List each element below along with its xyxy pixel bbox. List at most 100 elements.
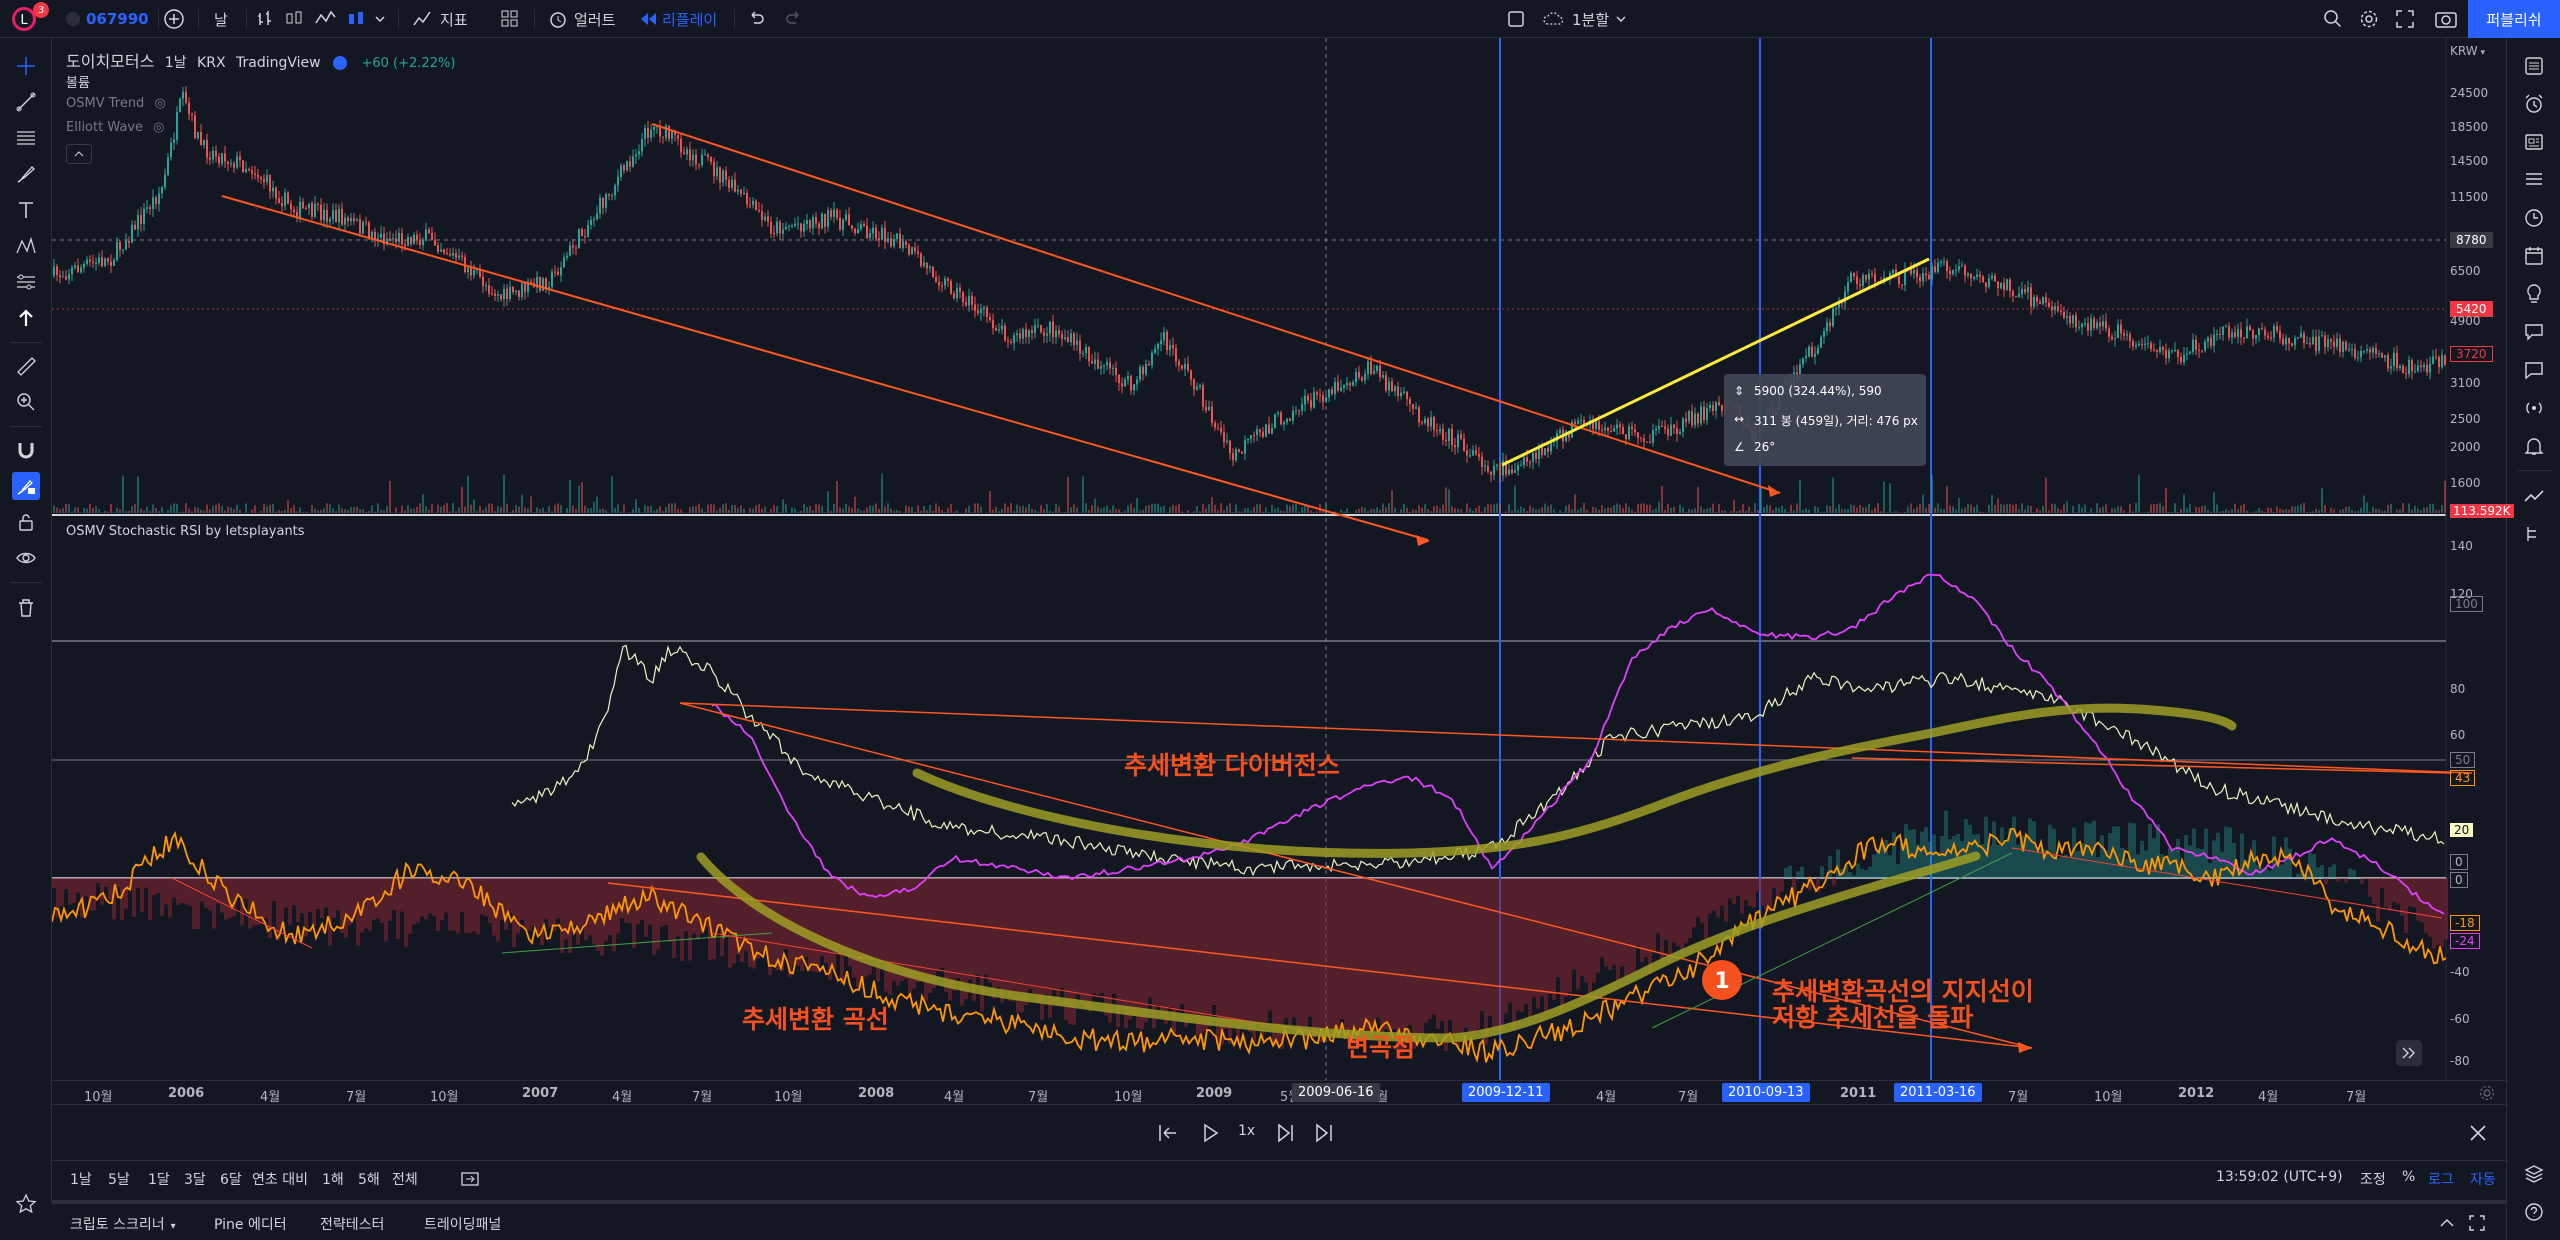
zoom-tool[interactable] [12,388,40,416]
forecast-tool[interactable] [12,268,40,296]
templates-icon[interactable] [500,0,520,38]
add-symbol-button[interactable] [162,0,186,38]
ruler-tool[interactable] [12,352,40,380]
range-button[interactable]: 6달 [220,1172,242,1188]
range-button[interactable]: 3달 [184,1172,206,1188]
publish-button[interactable]: 퍼블리쉬 [2468,0,2560,38]
time-tick-label: 2011 [1840,1086,1877,1101]
select-bar-button[interactable] [1156,1121,1180,1149]
clock-time[interactable]: 13:59:02 (UTC+9) [2216,1169,2343,1185]
heikin-style-icon[interactable] [346,0,368,38]
collapse-legend-button[interactable] [66,144,92,164]
time-axis[interactable]: 10월 2006 4월 7월 10월 2007 4월 7월 10월 2008 4월 7월 10월 2009… [52,1080,2506,1106]
trendline-tool[interactable] [12,88,40,116]
range-bar: 1날 5날 1달 3달 6달 연초 대비 1해 5해 전체 13:59:02 (UTC+9) 조… [52,1160,2506,1196]
indicator-legend-2[interactable]: Elliott Wave ◎ [66,120,165,135]
crosshair-tool[interactable] [12,52,40,80]
chevron-down-icon[interactable] [374,0,386,38]
fib-tool[interactable] [12,124,40,152]
search-button[interactable] [2322,0,2344,38]
line-style-icon[interactable] [314,0,336,38]
replay-button[interactable]: 리플레이 [638,0,717,38]
eye-hidden-icon[interactable]: ◎ [153,120,165,135]
volume-legend[interactable]: 볼륨 [66,76,90,91]
arrow-tool[interactable] [12,304,40,332]
text-tool[interactable] [12,196,40,224]
user-avatar[interactable]: L [10,0,38,38]
hotlist-button[interactable] [2520,166,2548,194]
tab-pine-editor[interactable]: Pine 에디터 [214,1217,287,1233]
screenshot-button[interactable] [2434,0,2458,38]
tab-strategy-tester[interactable]: 전략테스터 [320,1217,385,1233]
symbol-search[interactable]: 067990 [66,0,149,38]
replay-dot-icon[interactable] [333,56,348,70]
currency-selector[interactable]: KRW ▾ [2450,44,2485,58]
interval-button[interactable]: 날 [214,10,228,29]
range-button[interactable]: 전체 [392,1172,418,1188]
fullscreen-toggle[interactable] [1506,0,1526,38]
layout-button[interactable]: 1분할 [1542,0,1627,38]
signals-button[interactable] [2520,394,2548,422]
range-button[interactable]: 1날 [70,1172,92,1188]
layers-button[interactable] [2520,1160,2548,1188]
notifications-button[interactable] [2520,432,2548,460]
pattern-tool[interactable] [12,232,40,260]
data-window-button[interactable] [2520,204,2548,232]
object-tree-button[interactable] [2520,520,2548,548]
candle-style-icon[interactable] [284,0,304,38]
indicators-button[interactable]: 지표 [412,0,468,38]
alerts-button[interactable] [2520,90,2548,118]
range-button[interactable]: 연초 대비 [252,1172,308,1188]
chart-area[interactable]: 1 도이치모터스 1날 KRX TradingView +60 (+2.22%)… [52,38,2514,1120]
range-button[interactable]: 5날 [108,1172,130,1188]
maximize-panel-button[interactable] [2468,1214,2486,1236]
play-button[interactable] [1198,1121,1222,1149]
tab-trading-panel[interactable]: 트레이딩패널 [424,1217,502,1233]
chats-button[interactable] [2520,318,2548,346]
range-button[interactable]: 5해 [358,1172,380,1188]
goto-date-button[interactable] [460,1169,480,1193]
chart-canvas[interactable]: 1 [52,38,2506,1080]
arrow-head-icon [1416,535,1430,546]
step-forward-button[interactable] [1274,1121,1298,1149]
range-button[interactable]: 1해 [322,1172,344,1188]
watchlist-button[interactable] [2520,52,2548,80]
auto-toggle[interactable]: 자동 [2470,1172,2496,1188]
calendar-button[interactable] [2520,242,2548,270]
tab-crypto-screener[interactable]: 크립토 스크리너 ▾ [70,1214,176,1234]
brush-tool[interactable] [12,160,40,188]
settings-button[interactable] [2358,0,2380,38]
delete-tool[interactable] [12,594,40,622]
search-icon [2324,10,2342,28]
bell-icon [2524,438,2544,455]
stay-drawing-tool[interactable] [12,472,40,500]
layers-icon [2524,1165,2544,1183]
expand-panel-button[interactable] [2438,1214,2456,1236]
ideas-button[interactable] [2520,280,2548,308]
lock-tool[interactable] [12,508,40,536]
magnet-tool[interactable] [12,436,40,464]
news-button[interactable] [2520,128,2548,156]
visibility-tool[interactable] [12,544,40,572]
log-toggle[interactable]: 로그 [2428,1172,2454,1188]
range-button[interactable]: 1달 [148,1172,170,1188]
oscillator-legend[interactable]: OSMV Stochastic RSI by letsplayants [66,524,305,539]
favorites-tool[interactable] [12,1190,40,1218]
eye-hidden-icon[interactable]: ◎ [154,96,166,111]
symbol-legend[interactable]: 도이치모터스 1날 KRX TradingView +60 (+2.22%) [66,48,455,72]
help-button[interactable] [2520,1198,2548,1226]
fullscreen-button[interactable] [2394,0,2416,38]
alert-button[interactable]: 얼러트 [548,0,615,38]
adjust-toggle[interactable]: 조정 [2360,1172,2386,1188]
indicator-legend-1[interactable]: OSMV Trend ◎ [66,96,166,111]
bar-style-icon[interactable] [256,0,276,38]
close-replay-button[interactable] [2466,1121,2490,1149]
streams-button[interactable] [2520,356,2548,384]
jump-realtime-button[interactable] [1312,1121,1336,1149]
axis-settings-icon[interactable] [2478,1084,2496,1106]
pine-button[interactable] [2520,482,2548,510]
undo-button[interactable] [746,0,766,38]
redo-button[interactable] [784,0,804,38]
percent-toggle[interactable]: % [2402,1169,2416,1185]
speed-button[interactable]: 1x [1238,1123,1256,1139]
